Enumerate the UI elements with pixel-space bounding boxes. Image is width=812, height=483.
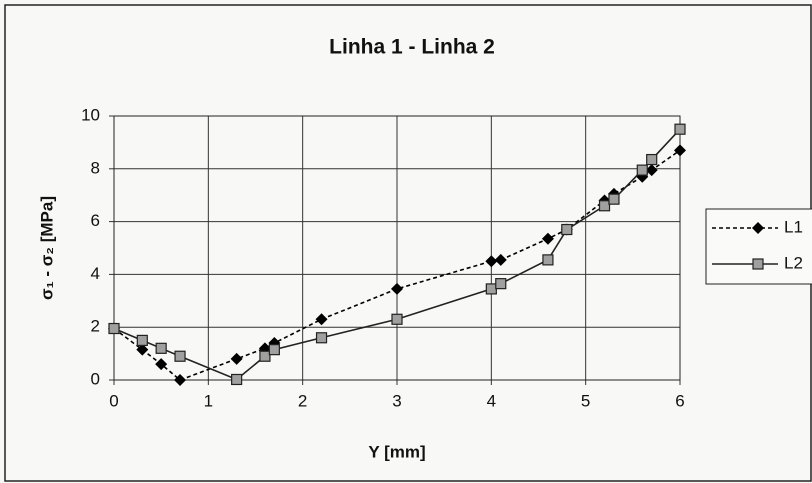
y-axis-label: σ₁ - σ₂ [MPa]: [37, 196, 56, 300]
y-tick-label: 8: [91, 158, 100, 177]
legend-marker: [752, 222, 764, 234]
chart-title: Linha 1 - Linha 2: [329, 36, 495, 59]
legend-box: [705, 208, 812, 285]
point: [136, 334, 148, 346]
point: [315, 313, 328, 326]
point: [542, 254, 554, 266]
y-tick-label: 4: [91, 264, 100, 283]
point: [598, 200, 611, 212]
point: [391, 313, 403, 325]
legend-label: L1: [784, 217, 803, 236]
point: [174, 350, 186, 362]
x-tick-label: 5: [581, 391, 590, 410]
point: [485, 255, 498, 268]
point: [646, 153, 658, 166]
x-tick-label: 0: [109, 391, 118, 410]
point: [108, 322, 120, 335]
point: [136, 343, 149, 356]
point: [561, 223, 573, 236]
point: [268, 344, 280, 356]
plot-border: [113, 115, 681, 381]
point: [645, 164, 658, 177]
y-tick-label: 2: [91, 317, 100, 336]
x-tick-label: 2: [298, 391, 307, 410]
point: [315, 332, 328, 344]
x-tick-label: 4: [487, 391, 496, 410]
point: [231, 373, 243, 386]
point: [495, 278, 507, 290]
point: [155, 342, 167, 354]
point: [391, 282, 403, 295]
point: [259, 350, 271, 362]
x-tick-label: 6: [675, 391, 684, 410]
point: [636, 164, 648, 176]
point: [541, 232, 554, 245]
x-axis-label: Y [mm]: [368, 442, 425, 461]
point: [674, 123, 686, 135]
legend-label: L2: [784, 253, 803, 272]
legend-marker: [752, 258, 764, 270]
frame: [4, 4, 812, 482]
y-tick-label: 10: [81, 105, 100, 124]
y-tick-label: 6: [91, 211, 100, 230]
y-tick-label: 0: [91, 369, 100, 388]
point: [494, 253, 507, 266]
point: [230, 352, 243, 365]
x-tick-label: 1: [204, 391, 213, 410]
point: [674, 144, 686, 157]
point: [174, 374, 187, 386]
point: [155, 358, 168, 371]
x-tick-label: 3: [392, 391, 401, 410]
point: [608, 193, 620, 205]
point: [485, 283, 497, 295]
